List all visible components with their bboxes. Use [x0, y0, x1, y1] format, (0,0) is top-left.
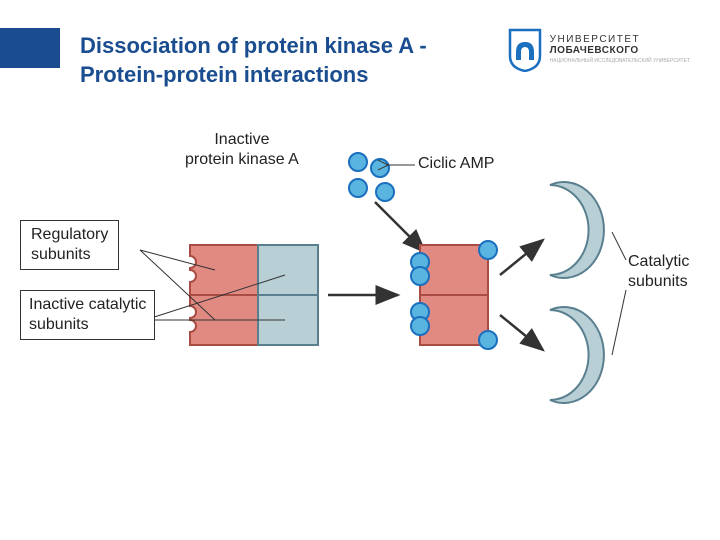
label-inactive-pka: Inactive protein kinase A [185, 130, 299, 170]
university-logo: УНИВЕРСИТЕТ ЛОБАЧЕВСКОГО НАЦИОНАЛЬНЫЙ ИС… [508, 28, 690, 72]
dissociate-arrow-top [500, 240, 543, 275]
catalytic-free [550, 182, 604, 403]
label-ciclic-amp: Ciclic AMP [418, 154, 494, 174]
leader-lines-right [612, 232, 626, 355]
inactive-pka-complex [190, 245, 318, 345]
accent-block [0, 28, 60, 68]
camp-cluster [349, 153, 415, 201]
camp-arrow [375, 202, 425, 252]
regulatory-with-camp [411, 241, 497, 349]
title-line2: Protein-protein interactions [80, 62, 368, 87]
dissociate-arrow-bottom [500, 315, 543, 350]
shield-icon [508, 28, 542, 72]
logo-subtitle: НАЦИОНАЛЬНЫЙ ИССЛЕДОВАТЕЛЬСКИЙ УНИВЕРСИТ… [550, 59, 690, 64]
logo-text: УНИВЕРСИТЕТ ЛОБАЧЕВСКОГО НАЦИОНАЛЬНЫЙ ИС… [550, 35, 690, 64]
title-line1: Dissociation of protein kinase A - [80, 33, 427, 58]
label-regulatory: Regulatory subunits [20, 220, 119, 270]
diagram: Inactive protein kinase A Regulatory sub… [30, 130, 690, 490]
logo-name: ЛОБАЧЕВСКОГО [550, 46, 690, 57]
label-catalytic: Catalytic subunits [628, 252, 689, 292]
label-inactive-catalytic: Inactive catalytic subunits [20, 290, 155, 340]
page-title: Dissociation of protein kinase A - Prote… [80, 32, 427, 89]
